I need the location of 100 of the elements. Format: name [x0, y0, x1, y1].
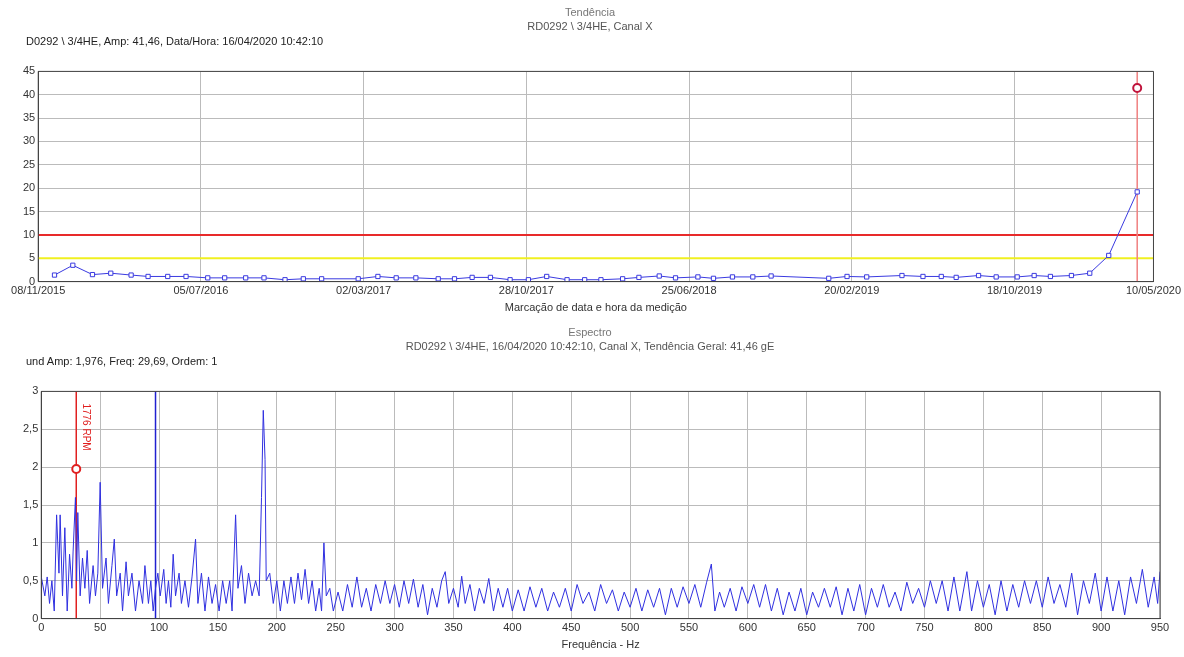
point [768, 273, 774, 279]
point [695, 274, 701, 280]
point [413, 275, 419, 281]
x-tick-label: 600 [738, 621, 758, 634]
ref-line-label: 1776 RPM [80, 403, 92, 451]
point [975, 272, 982, 279]
x-tick-label: 02/03/2017 [336, 284, 392, 297]
chart-subtitle: RD0292 \ 3/4HE, Canal X [527, 19, 654, 32]
x-tick-label: 18/10/2019 [986, 284, 1043, 297]
x-tick-label: 05/07/2016 [173, 284, 229, 297]
point [1031, 272, 1037, 279]
x-tick-label: 400 [503, 621, 522, 634]
point [128, 272, 134, 278]
point [938, 273, 944, 280]
point [672, 275, 679, 281]
point [261, 275, 267, 281]
point [598, 277, 604, 282]
point [1134, 189, 1140, 195]
y-tick-label: 35 [22, 111, 36, 124]
x-tick-label: 08/11/2015 [11, 284, 66, 297]
x-tick-label: 25/06/2018 [661, 284, 717, 297]
x-tick-label: 250 [326, 621, 345, 634]
x-tick-label: 300 [385, 621, 404, 634]
point [564, 277, 570, 282]
y-tick-label: 3 [32, 384, 39, 397]
point [435, 276, 441, 282]
point [51, 272, 58, 278]
point [89, 271, 96, 278]
y-tick-label: 5 [29, 251, 36, 264]
point [108, 270, 114, 276]
x-tick-label: 800 [974, 621, 993, 634]
y-tick-label: 30 [22, 134, 36, 147]
text: D0292 \ 3/4HE, Amp: 41,46, Data/Hora: 16/04/2020 10:42:10 [26, 34, 324, 47]
x-tick-label: 500 [620, 621, 640, 634]
x-tick-label: 150 [208, 621, 228, 634]
point [145, 273, 151, 280]
x-axis-title: Marcação de data e hora da medição [504, 301, 687, 314]
y-tick-label: 2,5 [22, 422, 39, 435]
chart-subtitle: RD0292 \ 3/4HE, 16/04/2020 10:42:10, Canal X, Tendência Geral: 41,46 gE [405, 339, 775, 352]
point [636, 274, 642, 281]
point [205, 275, 211, 281]
chart-title: Espectro [568, 325, 612, 338]
point [710, 275, 717, 281]
x-tick-label: 20/02/2019 [824, 284, 880, 297]
x-tick-label: 450 [562, 621, 581, 634]
point [1047, 273, 1054, 280]
x-tick-label: 350 [444, 621, 463, 634]
x-tick-label: 900 [1091, 621, 1111, 634]
point [993, 274, 999, 280]
y-tick-label: 0 [29, 274, 36, 287]
point [469, 274, 475, 281]
y-tick-label: 40 [22, 87, 36, 100]
x-tick-label: 28/10/2017 [498, 284, 554, 297]
point [165, 273, 171, 280]
point [183, 273, 189, 280]
point [282, 277, 288, 282]
point [750, 274, 756, 280]
y-tick-label: 45 [22, 64, 36, 77]
y-tick-label: 1,5 [22, 498, 39, 511]
point [656, 273, 662, 279]
point [70, 262, 76, 268]
x-tick-label: 750 [915, 621, 934, 634]
point [487, 274, 494, 281]
point [826, 275, 832, 281]
point [222, 275, 228, 281]
point [844, 273, 850, 280]
point [1132, 82, 1143, 93]
x-tick-label: 50 [94, 621, 107, 634]
point [729, 274, 736, 280]
point [1106, 252, 1112, 259]
point [1068, 272, 1075, 279]
point [243, 275, 249, 281]
y-tick-label: 10 [22, 227, 36, 240]
y-tick-label: 2 [32, 460, 39, 473]
text: und Amp: 1,976, Freq: 29,69, Ordem: 1 [26, 354, 218, 367]
x-tick-label: 550 [679, 621, 699, 634]
point [507, 277, 513, 282]
point [953, 274, 959, 281]
x-tick-label: 650 [797, 621, 816, 634]
point [300, 276, 306, 282]
point [544, 273, 550, 280]
point [1087, 270, 1093, 276]
y-tick-label: 25 [22, 157, 36, 170]
x-tick-label: 950 [1150, 621, 1170, 634]
x-axis-title: Frequência - Hz [561, 638, 640, 651]
point [319, 276, 325, 282]
point [393, 275, 399, 281]
x-tick-label: 100 [149, 621, 169, 634]
point [375, 273, 381, 280]
y-tick-label: 15 [22, 204, 36, 217]
point [1014, 274, 1020, 280]
x-tick-label: 850 [1033, 621, 1052, 634]
point [899, 272, 905, 279]
y-tick-label: 0 [32, 611, 39, 624]
point [864, 274, 870, 280]
x-tick-label: 200 [267, 621, 286, 634]
point [355, 276, 361, 282]
y-tick-label: 1 [32, 535, 39, 548]
x-tick-label: 10/05/2020 [1125, 284, 1181, 297]
point [620, 276, 626, 282]
